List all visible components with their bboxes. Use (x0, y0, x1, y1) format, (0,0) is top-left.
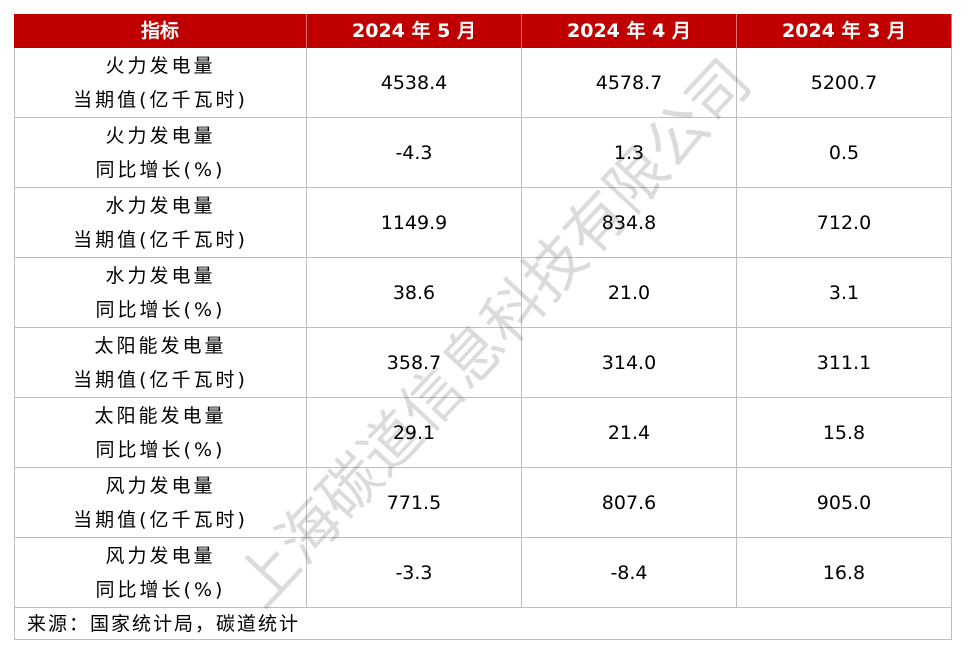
value-cell: 21.4 (522, 398, 737, 468)
cell-text: 同比增长(%) (95, 438, 226, 461)
cell-text: 同比增长(%) (95, 158, 226, 181)
cell-text: 771.5 (386, 491, 442, 514)
cell-text: 当期值(亿千瓦时) (73, 368, 248, 391)
cell-text: 2024 年 5 月 (352, 20, 476, 42)
cell-text: 358.7 (386, 351, 442, 374)
value-cell: 807.6 (522, 468, 737, 538)
value-cell: 4578.7 (522, 48, 737, 118)
value-cell: 38.6 (307, 258, 522, 328)
cell-text: -4.3 (395, 141, 433, 164)
value-cell: 5200.7 (737, 48, 952, 118)
cell-text: 当期值(亿千瓦时) (73, 88, 248, 111)
value-cell: -8.4 (522, 538, 737, 608)
cell-text: 2024 年 4 月 (567, 20, 691, 42)
value-cell: 15.8 (737, 398, 952, 468)
value-cell: -3.3 (307, 538, 522, 608)
cell-text: 同比增长(%) (95, 298, 226, 321)
cell-text: 29.1 (392, 421, 436, 444)
header-cell: 2024 年 3 月 (737, 14, 952, 48)
header-cell: 指标 (14, 14, 307, 48)
cell-text: 太阳能发电量 (94, 334, 227, 357)
row-label: 水力发电量同比增长(%) (14, 258, 307, 328)
cell-text: 834.8 (601, 211, 657, 234)
cell-text: 1149.9 (380, 211, 448, 234)
value-cell: 21.0 (522, 258, 737, 328)
cell-text: 4578.7 (595, 71, 663, 94)
value-cell: 3.1 (737, 258, 952, 328)
cell-text: 同比增长(%) (95, 578, 226, 601)
cell-text: 712.0 (816, 211, 872, 234)
value-cell: 358.7 (307, 328, 522, 398)
cell-text: 指标 (140, 20, 179, 42)
cell-text: 水力发电量 (105, 194, 216, 217)
cell-text: 水力发电量 (105, 264, 216, 287)
header-cell: 2024 年 4 月 (522, 14, 737, 48)
cell-text: 807.6 (601, 491, 657, 514)
value-cell: 16.8 (737, 538, 952, 608)
cell-text: 0.5 (828, 141, 860, 164)
cell-text: 3.1 (828, 281, 860, 304)
cell-text: 风力发电量 (105, 474, 216, 497)
cell-text: 1.3 (613, 141, 645, 164)
value-cell: 834.8 (522, 188, 737, 258)
cell-text: 2024 年 3 月 (782, 20, 906, 42)
value-cell: 771.5 (307, 468, 522, 538)
cell-text: 905.0 (816, 491, 872, 514)
row-label: 风力发电量同比增长(%) (14, 538, 307, 608)
value-cell: 29.1 (307, 398, 522, 468)
row-label: 水力发电量当期值(亿千瓦时) (14, 188, 307, 258)
cell-text: 21.0 (607, 281, 651, 304)
cell-text: 16.8 (822, 561, 866, 584)
header-cell: 2024 年 5 月 (307, 14, 522, 48)
cell-text: -3.3 (395, 561, 433, 584)
cell-text: 当期值(亿千瓦时) (73, 508, 248, 531)
cell-text: 风力发电量 (105, 544, 216, 567)
row-label: 风力发电量当期值(亿千瓦时) (14, 468, 307, 538)
row-label: 太阳能发电量 当期值(亿千瓦时) (14, 328, 307, 398)
cell-text: 当期值(亿千瓦时) (73, 228, 248, 251)
cell-text: 5200.7 (810, 71, 878, 94)
cell-text: 38.6 (392, 281, 436, 304)
cell-text: 314.0 (601, 351, 657, 374)
value-cell: 905.0 (737, 468, 952, 538)
cell-text: 21.4 (607, 421, 651, 444)
row-label: 火力发电量同比增长(%) (14, 118, 307, 188)
cell-text: 4538.4 (380, 71, 448, 94)
value-cell: -4.3 (307, 118, 522, 188)
value-cell: 4538.4 (307, 48, 522, 118)
value-cell: 0.5 (737, 118, 952, 188)
value-cell: 1149.9 (307, 188, 522, 258)
cell-text: 311.1 (816, 351, 872, 374)
cell-text: -8.4 (610, 561, 648, 584)
value-cell: 1.3 (522, 118, 737, 188)
cell-text: 太阳能发电量 (94, 404, 227, 427)
source-note: 来源：国家统计局，碳道统计 (14, 608, 952, 640)
cell-text: 15.8 (822, 421, 866, 444)
row-label: 火力发电量当期值(亿千瓦时) (14, 48, 307, 118)
value-cell: 712.0 (737, 188, 952, 258)
value-cell: 314.0 (522, 328, 737, 398)
cell-text: 火力发电量 (105, 124, 216, 147)
value-cell: 311.1 (737, 328, 952, 398)
row-label: 太阳能发电量 同比增长(%) (14, 398, 307, 468)
cell-text: 火力发电量 (105, 54, 216, 77)
